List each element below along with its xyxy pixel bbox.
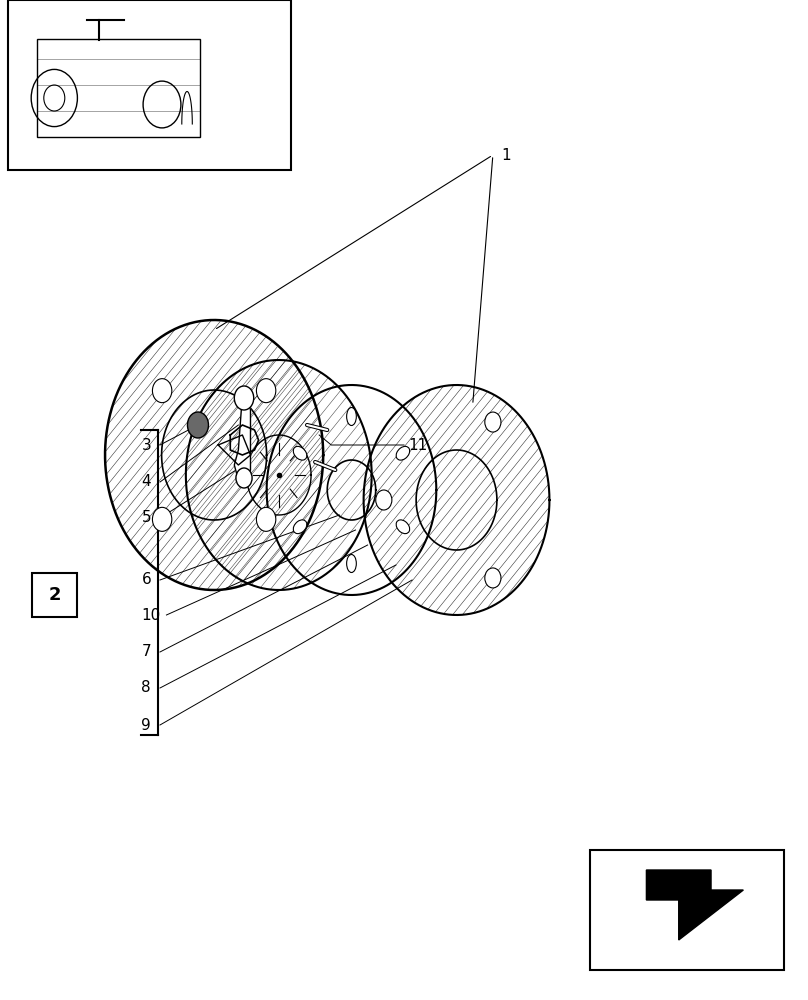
Bar bbox=[590, 850, 784, 970]
Text: 10: 10 bbox=[141, 607, 161, 622]
Ellipse shape bbox=[396, 446, 410, 460]
Text: 7: 7 bbox=[141, 645, 151, 660]
Circle shape bbox=[485, 412, 501, 432]
Text: 11: 11 bbox=[408, 438, 427, 452]
Circle shape bbox=[236, 468, 252, 488]
Text: 2: 2 bbox=[48, 586, 61, 604]
Text: 9: 9 bbox=[141, 718, 151, 732]
Circle shape bbox=[187, 412, 208, 438]
Circle shape bbox=[485, 568, 501, 588]
Ellipse shape bbox=[347, 554, 356, 572]
Circle shape bbox=[234, 386, 254, 410]
Polygon shape bbox=[646, 870, 743, 940]
Text: 6: 6 bbox=[141, 572, 151, 587]
Bar bbox=[8, 0, 291, 170]
Bar bbox=[37, 39, 200, 137]
Text: 1: 1 bbox=[501, 147, 511, 162]
Text: 3: 3 bbox=[141, 438, 151, 452]
Circle shape bbox=[376, 490, 392, 510]
Ellipse shape bbox=[347, 408, 356, 426]
Ellipse shape bbox=[293, 446, 307, 460]
Circle shape bbox=[153, 379, 172, 403]
Bar bbox=[32, 573, 77, 617]
Ellipse shape bbox=[396, 520, 410, 534]
Text: 8: 8 bbox=[141, 680, 151, 696]
Ellipse shape bbox=[293, 520, 307, 534]
Circle shape bbox=[153, 507, 172, 531]
Circle shape bbox=[256, 507, 276, 531]
Polygon shape bbox=[234, 392, 250, 480]
Text: 4: 4 bbox=[141, 475, 151, 489]
Text: 5: 5 bbox=[141, 510, 151, 526]
Circle shape bbox=[256, 379, 276, 403]
